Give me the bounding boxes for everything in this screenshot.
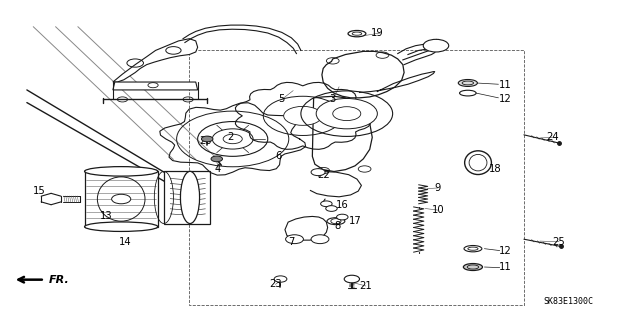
Circle shape — [337, 214, 348, 220]
Circle shape — [111, 194, 131, 204]
Text: 7: 7 — [288, 237, 294, 247]
Text: 11: 11 — [499, 262, 511, 272]
Text: 25: 25 — [552, 237, 565, 247]
Text: 24: 24 — [547, 132, 559, 142]
Ellipse shape — [463, 263, 483, 271]
Text: FR.: FR. — [49, 275, 70, 285]
Text: 5: 5 — [278, 94, 285, 104]
Polygon shape — [285, 216, 328, 240]
Ellipse shape — [180, 171, 200, 224]
Circle shape — [284, 106, 322, 125]
Polygon shape — [113, 39, 198, 82]
Text: 21: 21 — [360, 281, 372, 291]
Ellipse shape — [458, 79, 477, 86]
Bar — [189, 50, 524, 305]
Text: 2: 2 — [228, 132, 234, 142]
Circle shape — [274, 276, 287, 282]
Text: 8: 8 — [334, 221, 340, 231]
Text: 12: 12 — [499, 94, 511, 104]
Text: 10: 10 — [431, 205, 444, 215]
Circle shape — [211, 156, 223, 162]
Circle shape — [202, 136, 213, 142]
Bar — [164, 171, 210, 224]
Text: 16: 16 — [336, 200, 349, 210]
Polygon shape — [113, 82, 198, 90]
Circle shape — [285, 235, 303, 244]
Ellipse shape — [84, 222, 158, 232]
Circle shape — [316, 99, 378, 129]
Ellipse shape — [460, 90, 476, 96]
Polygon shape — [322, 51, 404, 98]
Circle shape — [344, 275, 360, 283]
Text: 22: 22 — [317, 170, 330, 180]
Ellipse shape — [348, 31, 366, 37]
Text: 11: 11 — [499, 80, 511, 90]
Circle shape — [311, 169, 325, 176]
Text: 4: 4 — [215, 164, 221, 174]
Circle shape — [212, 129, 253, 149]
Bar — [84, 171, 158, 227]
Polygon shape — [312, 96, 372, 172]
Ellipse shape — [464, 246, 482, 252]
Text: 23: 23 — [269, 279, 282, 289]
Text: 19: 19 — [371, 28, 384, 38]
Text: 17: 17 — [349, 216, 362, 226]
Circle shape — [423, 39, 449, 52]
Ellipse shape — [465, 151, 492, 174]
Text: 20: 20 — [199, 136, 212, 145]
Circle shape — [326, 206, 337, 211]
Ellipse shape — [84, 167, 158, 176]
Text: SK83E1300C: SK83E1300C — [543, 297, 593, 306]
Circle shape — [321, 201, 332, 207]
Text: 13: 13 — [100, 211, 113, 221]
Circle shape — [311, 235, 329, 244]
Text: 3: 3 — [330, 94, 336, 104]
Text: 15: 15 — [33, 186, 46, 196]
Text: 14: 14 — [119, 237, 132, 247]
Text: 12: 12 — [499, 246, 511, 256]
Text: 6: 6 — [275, 151, 282, 161]
Ellipse shape — [327, 218, 345, 225]
Text: 18: 18 — [489, 164, 502, 174]
Text: 9: 9 — [435, 183, 441, 193]
